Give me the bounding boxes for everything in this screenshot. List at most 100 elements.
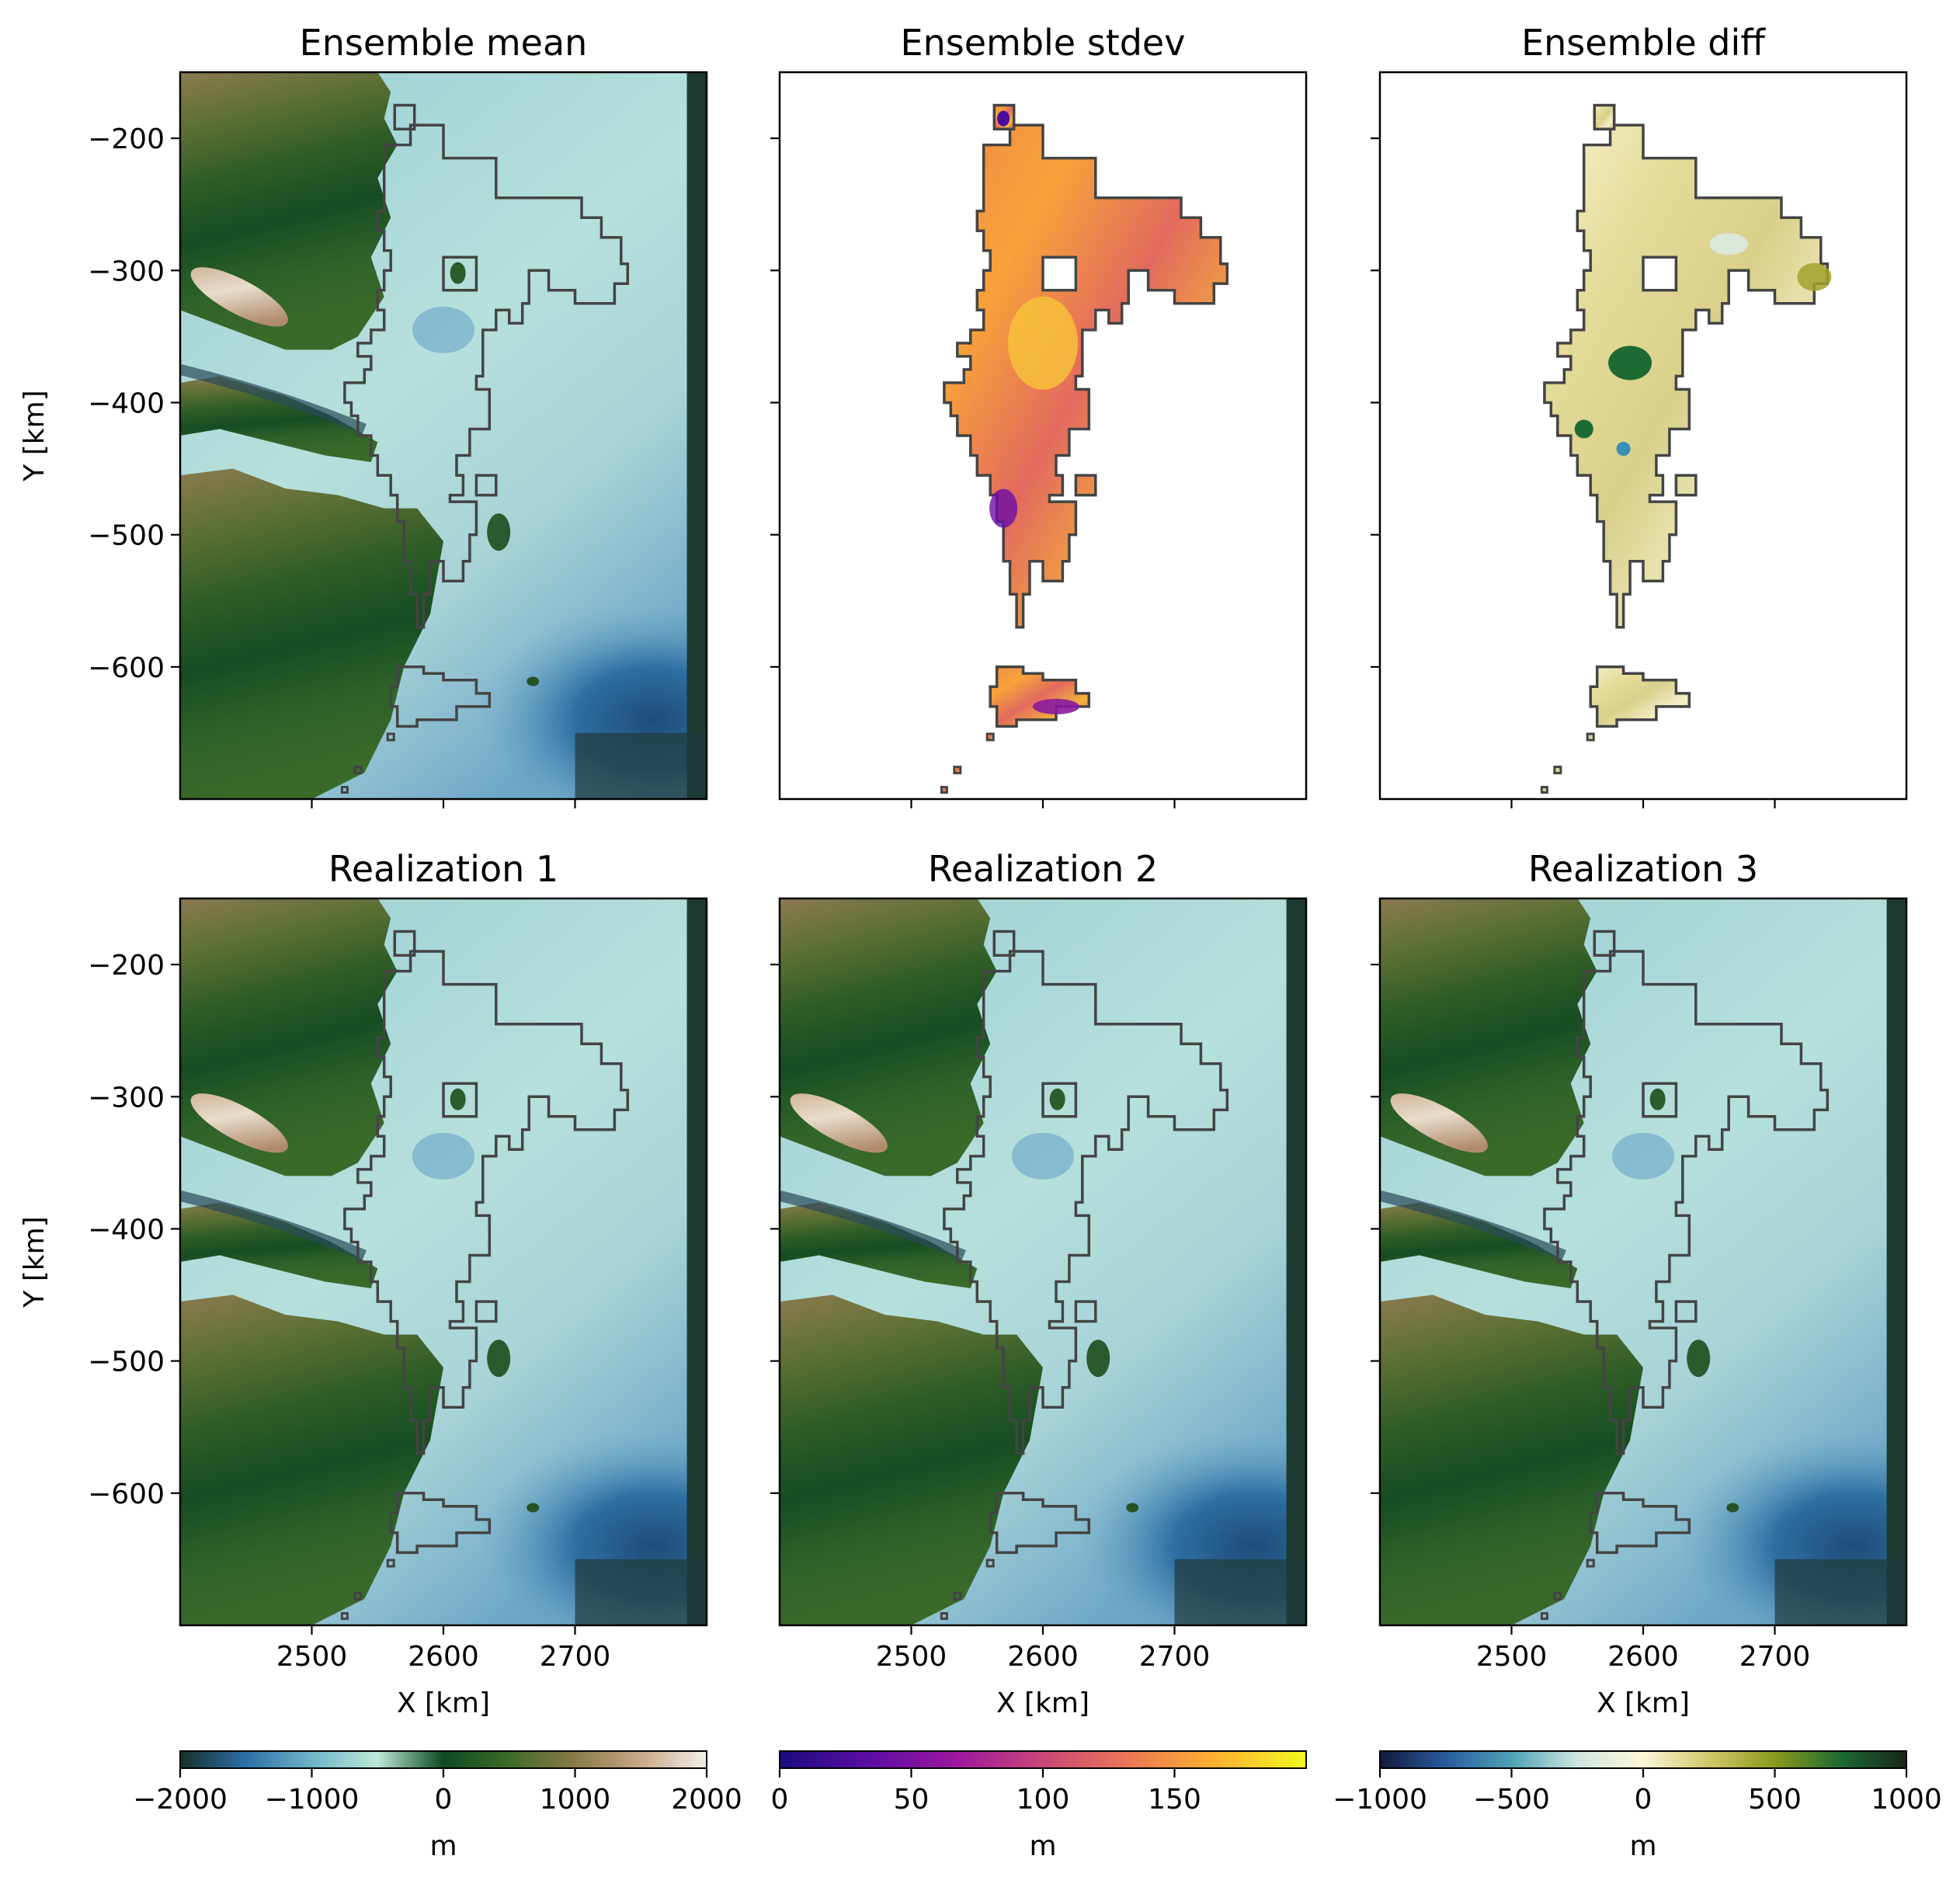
region-outline (940, 1612, 948, 1621)
region-outline (389, 1492, 492, 1555)
colorbar-tick-label: 1000 (1871, 1784, 1942, 1816)
low-stdev-zone (1032, 698, 1079, 714)
shelf-low (1612, 1132, 1674, 1180)
region-outline (953, 766, 962, 775)
colorbar-1: −2000 −1000 0 1000 2000 m (133, 1750, 742, 1862)
region-outline (1593, 103, 1616, 130)
y-tick-label: −300 (88, 255, 165, 287)
land-mass (1380, 898, 1597, 1176)
land-mass (780, 898, 997, 1176)
island (487, 513, 511, 551)
colorbar-gradient (179, 1750, 707, 1769)
island (1649, 1088, 1666, 1110)
region-outline (389, 665, 492, 728)
ridge (790, 1093, 888, 1153)
region-outline (343, 123, 630, 629)
trench (780, 1190, 967, 1260)
region-outline (953, 1592, 962, 1601)
island (1126, 1503, 1139, 1513)
x-tick-label: 2500 (876, 1641, 947, 1673)
y-tick-label: −600 (88, 652, 165, 684)
low-stdev-zone (997, 110, 1010, 127)
east-deep (1774, 1559, 1906, 1625)
x-tick-label: 2700 (1739, 1641, 1811, 1673)
negative-diff (1616, 442, 1631, 457)
region-outline (1553, 766, 1562, 775)
region-outline (985, 732, 995, 742)
east-margin (1886, 898, 1906, 1625)
land-mass (1380, 1202, 1578, 1288)
colorbar-tick-label: 0 (1635, 1784, 1652, 1816)
region-outline (985, 1559, 995, 1568)
east-margin (686, 898, 707, 1625)
region-outline (340, 1612, 349, 1621)
y-axis-label: Y [km] (19, 1216, 50, 1308)
y-tick-label: −300 (88, 1082, 165, 1114)
y-axis-label: Y [km] (19, 390, 50, 481)
region-outline (1589, 665, 1691, 728)
region-outline (1543, 123, 1830, 629)
island (1086, 1340, 1110, 1378)
shelf-low (412, 1132, 474, 1180)
subplot-title: Ensemble stdev (901, 22, 1186, 64)
colorbar-tick-label: 0 (435, 1784, 453, 1816)
high-stdev-zone (1008, 296, 1078, 390)
region-outline (1586, 732, 1595, 742)
colorbar-tick-label: 50 (894, 1784, 930, 1816)
y-tick-label: −200 (88, 123, 165, 155)
colorbar-tick-label: 100 (1016, 1784, 1070, 1816)
y-tick-label: −600 (88, 1479, 165, 1510)
colorbar-tick-label: 500 (1748, 1784, 1802, 1816)
region-outline (393, 103, 416, 130)
island (1687, 1340, 1711, 1378)
subplot-4: Realization 1 2500 2600 2700 −200 −300 −400 −50… (19, 848, 708, 1719)
colorbar-label: m (429, 1830, 457, 1862)
subplot-title: Ensemble mean (300, 22, 588, 64)
colorbar-tick-label: 150 (1148, 1784, 1201, 1816)
east-deep (575, 1559, 707, 1625)
x-tick-label: 2500 (1476, 1641, 1548, 1673)
y-tick-label: −400 (88, 1214, 165, 1246)
shelf-low (412, 306, 474, 353)
ridge (190, 1093, 288, 1153)
east-margin (1286, 898, 1306, 1625)
x-tick-label: 2700 (540, 1641, 611, 1673)
island (1049, 1088, 1065, 1110)
x-tick-label: 2600 (408, 1641, 479, 1673)
colorbar-tick-label: −1000 (265, 1784, 360, 1816)
colorbar-gradient (1379, 1750, 1907, 1769)
region-outline (1543, 950, 1830, 1455)
shelf-low (1012, 1132, 1074, 1180)
island (526, 1503, 540, 1513)
land-mass (180, 1202, 378, 1288)
colorbar-gradient (779, 1750, 1307, 1769)
region-outline (940, 786, 948, 794)
map-layer (780, 898, 1306, 1625)
island (526, 676, 540, 686)
colorbar-tick-label: −1000 (1333, 1784, 1427, 1816)
region-outline (340, 786, 349, 794)
land-mass (180, 468, 443, 799)
x-tick-label: 2600 (1007, 1641, 1079, 1673)
subplot-6: Realization 3 2500 2600 2700 X [km] (1371, 848, 1908, 1719)
subplot-title: Realization 3 (1528, 848, 1758, 890)
region-outline (353, 766, 363, 775)
low-stdev-zone (989, 488, 1018, 528)
x-tick-label: 2500 (276, 1641, 348, 1673)
x-axis-label: X [km] (1597, 1687, 1690, 1719)
subplot-title: Realization 1 (328, 848, 558, 890)
region-outline (1586, 1559, 1595, 1568)
colorbar-label: m (1629, 1830, 1656, 1862)
y-tick-label: −400 (88, 387, 165, 419)
region-outline (943, 950, 1229, 1455)
trench (180, 1190, 367, 1260)
subplot-title: Realization 2 (928, 848, 1158, 890)
positive-diff (1574, 419, 1593, 439)
region-outline (386, 1559, 395, 1568)
region-outline (343, 950, 630, 1455)
colorbar-label: m (1029, 1830, 1056, 1862)
colorbar-2: 0 50 100 150 m (771, 1750, 1307, 1862)
land-mass (1380, 1294, 1643, 1625)
land-mass (180, 72, 398, 350)
ridge (190, 267, 288, 327)
